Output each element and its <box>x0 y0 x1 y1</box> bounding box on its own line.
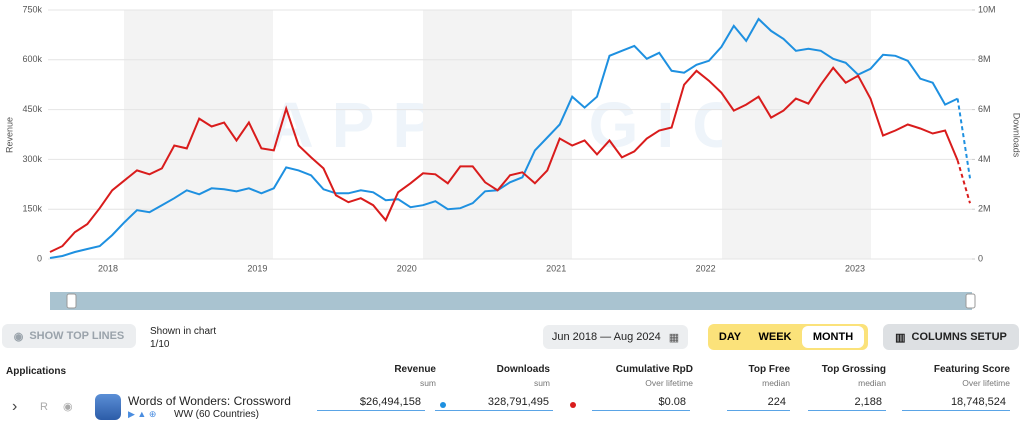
column-header: Cumulative RpD Over lifetime <box>616 364 693 388</box>
x-tick-label: 2019 <box>247 263 267 273</box>
date-range-picker[interactable]: Jun 2018 — Aug 2024 ▦ <box>543 325 688 349</box>
table-cell: 18,748,524 <box>902 396 1010 411</box>
eye-icon[interactable]: ◉ <box>63 401 73 413</box>
period-option[interactable]: DAY <box>718 331 742 343</box>
y2-tick-label: 8M <box>978 54 991 64</box>
period-toggle: DAY WEEK MONTH <box>708 324 868 350</box>
table-cell: 224 <box>727 396 790 411</box>
slider-handle[interactable] <box>66 293 77 309</box>
chart: APPMAGIC Revenue Downloads 2018201820192… <box>4 4 1022 310</box>
y2-axis-label: Downloads <box>1012 113 1022 158</box>
eye-icon: ◉ <box>13 330 24 343</box>
year-band <box>423 10 572 259</box>
x-tick-label: 2023 <box>845 263 865 273</box>
y-tick-label: 300k <box>22 154 42 164</box>
y2-tick-label: 2M <box>978 204 991 214</box>
range-slider[interactable] <box>50 292 972 310</box>
y2-tick-label: 10M <box>978 4 996 14</box>
button-label: COLUMNS SETUP <box>911 331 1007 343</box>
column-subtitle: median <box>762 378 790 388</box>
series-line-partial <box>956 98 971 179</box>
series-line <box>49 66 959 253</box>
date-range: Jun 2018 — Aug 2024 <box>551 331 661 343</box>
column-header: Featuring Score Over lifetime <box>934 364 1010 388</box>
series-dot <box>440 402 446 408</box>
series-line-partial <box>956 160 971 204</box>
button-label: SHOW TOP LINES <box>29 330 125 342</box>
year-band <box>722 10 871 259</box>
table-cell: $0.08 <box>592 396 690 411</box>
y-tick-label: 150k <box>22 204 42 214</box>
year-band <box>124 10 273 259</box>
slider-handle[interactable] <box>965 293 976 309</box>
y-tick-label: 750k <box>22 4 42 14</box>
table-cell: $26,494,158 <box>317 396 425 411</box>
table-cell: 328,791,495 <box>435 396 553 411</box>
column-subtitle: Over lifetime <box>962 378 1010 388</box>
column-title: Top Free <box>748 364 790 375</box>
series-line <box>49 17 959 259</box>
table-cell: 2,188 <box>808 396 886 411</box>
column-header: Top Grossing median <box>822 364 886 388</box>
y-tick-label: 450k <box>22 104 42 114</box>
column-header: Downloads sum <box>497 364 550 388</box>
y-axis-label: Revenue <box>4 117 14 153</box>
columns-setup-button[interactable]: ▥ COLUMNS SETUP <box>883 324 1019 350</box>
y-tick-label: 600k <box>22 54 42 64</box>
y2-tick-label: 0 <box>978 253 983 263</box>
app-region: WW (60 Countries) <box>174 409 260 420</box>
column-header: Applications <box>6 366 67 377</box>
columns-icon: ▥ <box>895 331 906 344</box>
column-subtitle: sum <box>419 378 436 388</box>
app-name[interactable]: Words of Wonders: Crossword <box>128 394 291 408</box>
rank: R <box>40 401 48 413</box>
period-option[interactable]: WEEK <box>758 331 792 343</box>
x-tick-label: 2022 <box>696 263 716 273</box>
expand-icon[interactable]: › <box>12 398 18 415</box>
column-title: Featuring Score <box>933 364 1010 375</box>
column-header: Revenue sum <box>394 364 436 388</box>
shown-label: Shown in chart <box>150 326 217 337</box>
column-title: Top Grossing <box>821 364 886 375</box>
platform-icons: ▶ ▲ ⊕ <box>128 409 157 419</box>
column-title: Downloads <box>496 364 550 375</box>
y-tick-label: 0 <box>37 253 42 263</box>
y2-tick-label: 6M <box>978 104 991 114</box>
shown-count: 1/10 <box>150 339 170 350</box>
column-title: Revenue <box>394 364 436 375</box>
x-tick-label: 2021 <box>546 263 566 273</box>
x-tick-label: 2020 <box>397 263 417 273</box>
show-top-lines-button[interactable]: ◉ SHOW TOP LINES <box>2 324 136 348</box>
column-subtitle: median <box>858 378 886 388</box>
column-header: Top Free median <box>749 364 790 388</box>
column-title: Cumulative RpD <box>615 364 693 375</box>
calendar-icon: ▦ <box>668 331 680 344</box>
x-tick-label: 2018 <box>98 263 118 273</box>
series-dot <box>570 402 576 408</box>
period-option-selected[interactable]: MONTH <box>802 326 864 348</box>
column-subtitle: sum <box>533 378 550 388</box>
app-icon <box>95 394 121 420</box>
column-subtitle: Over lifetime <box>645 378 693 388</box>
y2-tick-label: 4M <box>978 154 991 164</box>
